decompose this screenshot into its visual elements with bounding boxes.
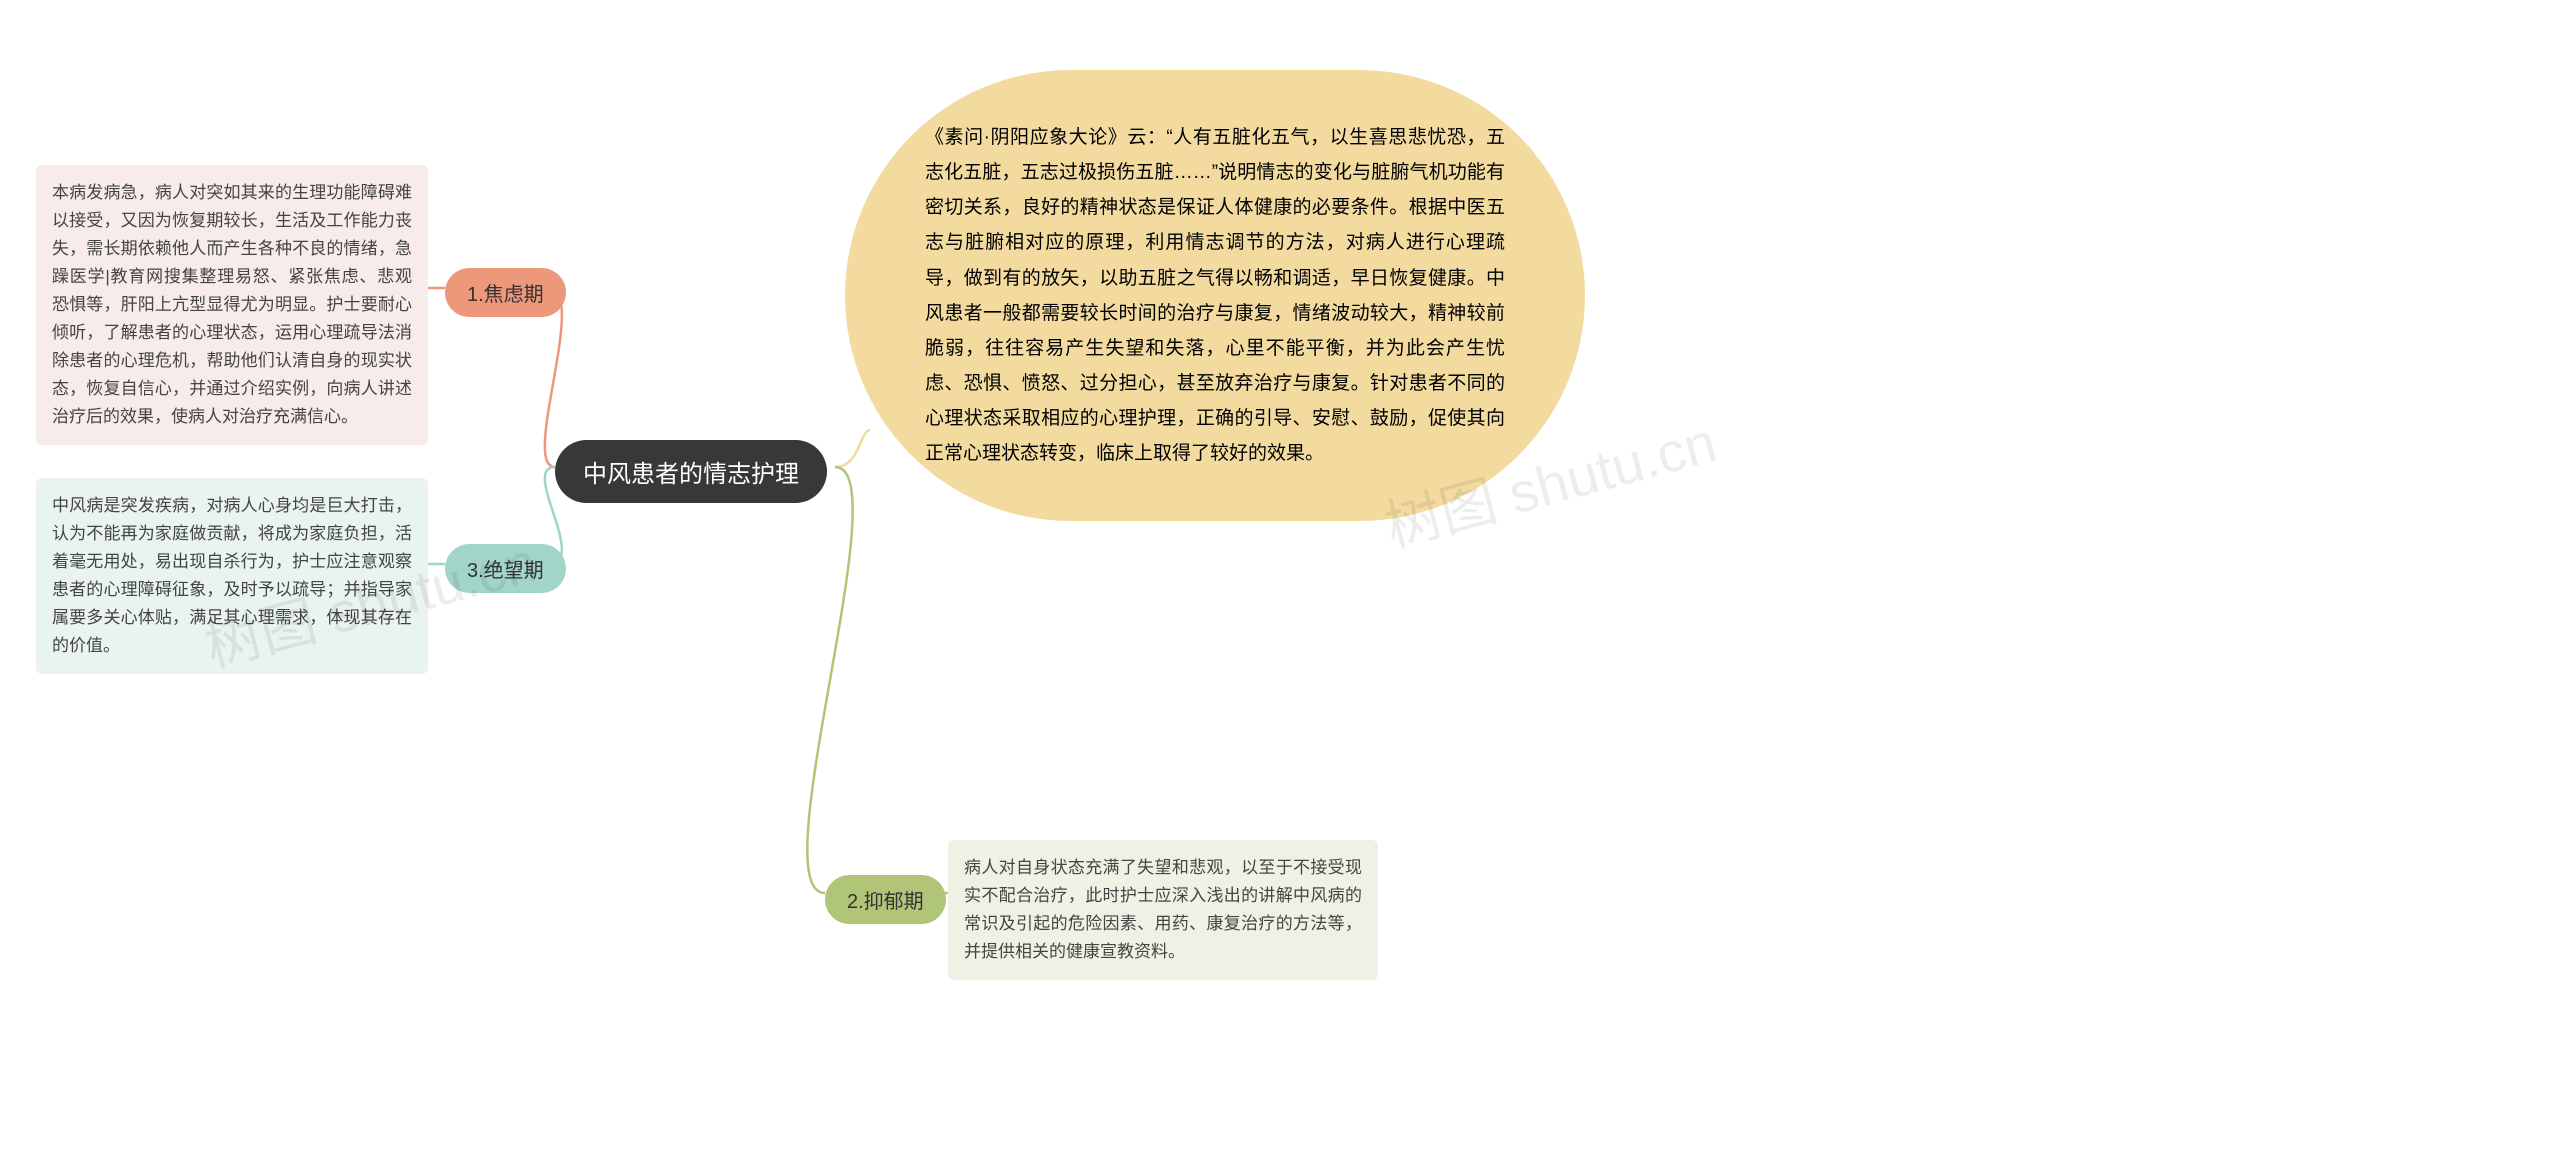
root-node[interactable]: 中风患者的情志护理 bbox=[555, 440, 827, 503]
branch-anxiety[interactable]: 1.焦虑期 bbox=[445, 268, 566, 317]
anxiety-label: 1.焦虑期 bbox=[467, 284, 544, 306]
detail-depress[interactable]: 病人对自身状态充满了失望和悲观，以至于不接受现实不配合治疗，此时护士应深入浅出的… bbox=[948, 840, 1378, 980]
despair-label: 3.绝望期 bbox=[467, 560, 544, 582]
root-title: 中风患者的情志护理 bbox=[583, 461, 799, 488]
branch-intro[interactable]: 《素问·阴阳应象大论》云：“人有五脏化五气，以生喜思悲忧恐，五志化五脏，五志过极… bbox=[845, 70, 1585, 521]
branch-despair[interactable]: 3.绝望期 bbox=[445, 544, 566, 593]
detail-despair[interactable]: 中风病是突发疾病，对病人心身均是巨大打击，认为不能再为家庭做贡献，将成为家庭负担… bbox=[36, 478, 428, 674]
despair-detail-text: 中风病是突发疾病，对病人心身均是巨大打击，认为不能再为家庭做贡献，将成为家庭负担… bbox=[52, 496, 412, 655]
intro-text: 《素问·阴阳应象大论》云：“人有五脏化五气，以生喜思悲忧恐，五志化五脏，五志过极… bbox=[925, 127, 1505, 464]
depress-detail-text: 病人对自身状态充满了失望和悲观，以至于不接受现实不配合治疗，此时护士应深入浅出的… bbox=[964, 858, 1362, 961]
anxiety-detail-text: 本病发病急，病人对突如其来的生理功能障碍难以接受，又因为恢复期较长，生活及工作能… bbox=[52, 183, 412, 426]
edge-root-depress bbox=[807, 467, 852, 893]
edge-root-intro bbox=[835, 430, 870, 467]
detail-anxiety[interactable]: 本病发病急，病人对突如其来的生理功能障碍难以接受，又因为恢复期较长，生活及工作能… bbox=[36, 165, 428, 445]
mindmap-canvas: 中风患者的情志护理 《素问·阴阳应象大论》云：“人有五脏化五气，以生喜思悲忧恐，… bbox=[0, 0, 2560, 1165]
branch-depress[interactable]: 2.抑郁期 bbox=[825, 875, 946, 924]
depress-label: 2.抑郁期 bbox=[847, 891, 924, 913]
